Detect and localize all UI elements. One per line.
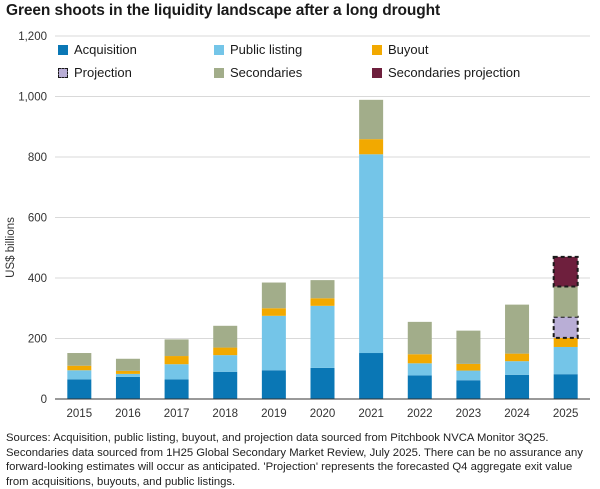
x-tick-label: 2024 bbox=[504, 408, 530, 420]
x-tick-label: 2018 bbox=[212, 408, 238, 420]
y-tick-label: 400 bbox=[28, 273, 47, 285]
legend-swatch-buyout bbox=[372, 44, 382, 55]
legend-label-acquisition: Acquisition bbox=[74, 42, 137, 57]
bar-segment-buyout bbox=[553, 337, 578, 347]
bar-segment-secondaries bbox=[164, 339, 189, 357]
y-tick-label: 800 bbox=[28, 152, 47, 164]
legend-swatch-secondaries bbox=[214, 67, 224, 78]
bar-segment-secondaries-projection bbox=[552, 255, 579, 288]
y-tick-label: 1,200 bbox=[18, 31, 47, 43]
bar-segment-acquisition bbox=[359, 353, 384, 399]
x-tick-label: 2022 bbox=[407, 408, 433, 420]
x-tick-label: 2020 bbox=[310, 408, 336, 420]
bar-segment-secondaries bbox=[115, 358, 140, 371]
bar-segment-public-listing bbox=[67, 370, 92, 380]
bar-segment-acquisition bbox=[553, 374, 578, 399]
bar-segment-public-listing bbox=[115, 373, 140, 377]
legend-item-public-listing: Public listing bbox=[214, 42, 302, 57]
y-tick-label: 200 bbox=[28, 334, 47, 346]
bar-segment-acquisition bbox=[505, 374, 530, 399]
bar-segment-acquisition bbox=[213, 371, 238, 399]
legend-label-public-listing: Public listing bbox=[230, 42, 303, 57]
bar-segment-buyout bbox=[456, 363, 481, 371]
legend-swatch-acquisition bbox=[58, 44, 68, 55]
bar-segment-secondaries bbox=[310, 280, 335, 299]
bar-segment-buyout bbox=[505, 353, 530, 362]
bar-segment-buyout bbox=[407, 354, 432, 364]
legend-item-projection: Projection bbox=[58, 65, 132, 80]
bar-segment-acquisition bbox=[67, 379, 92, 399]
chart-legend: Acquisition Public listing Buyout Projec… bbox=[58, 40, 578, 85]
bar-segment-secondaries bbox=[213, 325, 238, 348]
y-tick-label: 600 bbox=[28, 213, 47, 225]
bar-segment-public-listing bbox=[310, 305, 335, 368]
bar-segment-buyout bbox=[310, 298, 335, 306]
x-tick-label: 2019 bbox=[261, 408, 287, 420]
bar-segment-buyout bbox=[261, 308, 286, 316]
bar-segment-buyout bbox=[213, 347, 238, 356]
bar-segment-secondaries bbox=[505, 304, 530, 354]
bar-segment-public-listing bbox=[261, 315, 286, 371]
x-tick-label: 2016 bbox=[115, 408, 141, 420]
bar-segment-secondaries bbox=[67, 353, 92, 366]
bar-segment-acquisition bbox=[407, 375, 432, 399]
bar-segment-buyout bbox=[359, 139, 384, 155]
x-tick-label: 2015 bbox=[67, 408, 93, 420]
legend-swatch-public-listing bbox=[214, 44, 224, 55]
bar-segment-buyout bbox=[67, 365, 92, 371]
bar-segment-public-listing bbox=[359, 154, 384, 354]
bar-segment-buyout bbox=[115, 370, 140, 374]
legend-label-projection: Projection bbox=[74, 65, 132, 80]
chart-title: Green shoots in the liquidity landscape … bbox=[6, 2, 441, 19]
legend-swatch-secondaries-projection bbox=[372, 67, 382, 78]
bar-segment-secondaries bbox=[359, 99, 384, 140]
legend-item-buyout: Buyout bbox=[372, 42, 428, 57]
bar-segment-public-listing bbox=[553, 346, 578, 375]
bar-segment-acquisition bbox=[310, 367, 335, 399]
x-tick-label: 2025 bbox=[553, 408, 579, 420]
legend-item-secondaries: Secondaries bbox=[214, 65, 302, 80]
bar-segment-public-listing bbox=[164, 364, 189, 380]
legend-label-secondaries-projection: Secondaries projection bbox=[388, 65, 521, 80]
x-tick-label: 2017 bbox=[164, 408, 190, 420]
stacked-bar-chart: 0 200 400 600 800 1,000 1,200 US$ billions 2015 2… bbox=[5, 31, 590, 420]
legend-swatch-projection bbox=[58, 67, 68, 78]
legend-item-acquisition: Acquisition bbox=[58, 42, 137, 57]
bar-segment-secondaries bbox=[553, 286, 578, 317]
bar-segment-secondaries bbox=[407, 321, 432, 355]
x-tick-label: 2021 bbox=[358, 408, 384, 420]
bar-segment-secondaries bbox=[261, 282, 286, 309]
bar-segment-projection bbox=[552, 315, 579, 339]
bar-segment-public-listing bbox=[407, 363, 432, 376]
y-axis-label: US$ billions bbox=[5, 217, 17, 278]
bar-segment-acquisition bbox=[261, 370, 286, 399]
y-tick-label: 1,000 bbox=[18, 92, 47, 104]
bar-segment-buyout bbox=[164, 356, 189, 365]
bar-segment-public-listing bbox=[505, 361, 530, 375]
x-tick-label: 2023 bbox=[456, 408, 482, 420]
bar-segment-acquisition bbox=[456, 380, 481, 399]
bar-segment-secondaries bbox=[456, 330, 481, 364]
legend-label-secondaries: Secondaries bbox=[230, 65, 303, 80]
sources-note: Sources: Acquisition, public listing, bu… bbox=[6, 432, 583, 488]
legend-item-secondaries-projection: Secondaries projection bbox=[372, 65, 520, 80]
bar-segment-acquisition bbox=[115, 376, 140, 399]
bar-segment-public-listing bbox=[213, 355, 238, 372]
legend-label-buyout: Buyout bbox=[388, 42, 429, 57]
bar-segment-public-listing bbox=[456, 370, 481, 381]
y-tick-label: 0 bbox=[41, 394, 47, 406]
bar-segment-acquisition bbox=[164, 379, 189, 399]
